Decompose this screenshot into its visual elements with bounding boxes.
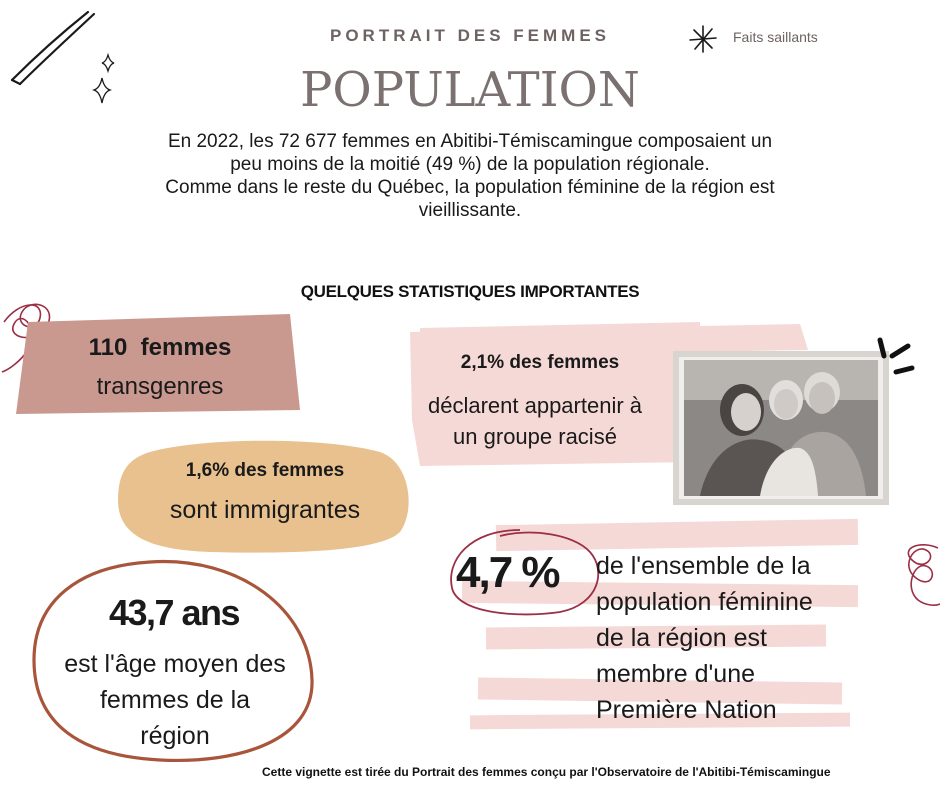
racialized-line: un groupe racisé xyxy=(453,424,617,449)
first-nation-text: de l'ensemble de la population féminine … xyxy=(596,548,813,728)
percent-circle-scribble xyxy=(450,529,600,616)
immigrant-label: sont immigrantes xyxy=(169,496,361,524)
intro-line: peu moins de la moitié (49 %) de la popu… xyxy=(230,154,710,175)
family-photo-image xyxy=(673,351,889,505)
intro-line: Comme dans le reste du Québec, la popula… xyxy=(165,177,775,198)
page-kicker: PORTRAIT DES FEMMES xyxy=(329,26,610,45)
first-nation-value: 4,7 % xyxy=(456,548,561,597)
immigrant-card-bg xyxy=(118,440,409,553)
first-nation-line: membre d'une xyxy=(596,660,756,688)
transgender-label: transgenres xyxy=(96,373,224,400)
asterisk-icon xyxy=(689,25,717,53)
page-title: POPULATION xyxy=(300,62,640,118)
age-line: femmes de la xyxy=(99,686,251,714)
racialized-value: 2,1% des femmes xyxy=(460,352,620,373)
first-nation-stripes xyxy=(461,518,859,730)
brush-stroke xyxy=(420,322,700,336)
age-line: région xyxy=(140,722,210,750)
first-nation-line: de la région est xyxy=(596,624,767,652)
racialized-card-bg xyxy=(410,324,808,466)
pencil-strokes-icon xyxy=(10,10,96,86)
sparkle-icon xyxy=(91,52,115,104)
accent-dashes-icon xyxy=(877,337,915,375)
intro-paragraph: En 2022, les 72 677 femmes en Abitibi-Té… xyxy=(80,130,860,222)
footer-credit: Cette vignette est tirée du Portrait des… xyxy=(262,765,831,779)
transgender-value: 110 femmes xyxy=(88,334,232,361)
immigrant-value: 1,6% des femmes xyxy=(185,460,345,481)
first-nation-line: Première Nation xyxy=(596,696,777,724)
intro-line: vieillissante. xyxy=(418,200,522,221)
racialized-line: déclarent appartenir à xyxy=(427,393,643,418)
age-circle-outline xyxy=(32,559,314,763)
intro-line: En 2022, les 72 677 femmes en Abitibi-Té… xyxy=(167,131,773,152)
squiggle-right-icon xyxy=(907,544,940,606)
section-title: QUELQUES STATISTIQUES IMPORTANTES xyxy=(300,282,640,301)
age-value: 43,7 ans xyxy=(108,592,241,633)
first-nation-line: population féminine xyxy=(596,588,813,616)
age-line: est l'âge moyen des xyxy=(64,650,286,678)
transgender-card-bg xyxy=(16,314,300,414)
first-nation-line: de l'ensemble de la xyxy=(596,552,811,580)
highlights-badge: Faits saillants xyxy=(733,29,818,45)
